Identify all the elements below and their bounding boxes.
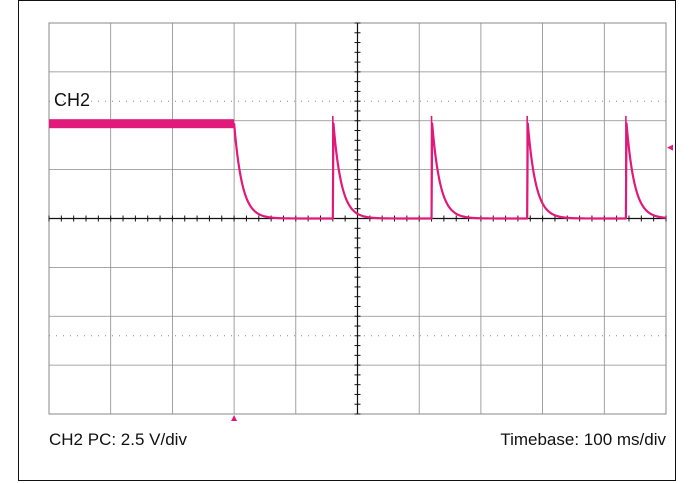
markers [231, 144, 673, 421]
trace-decay-path [233, 122, 667, 220]
trigger-time-marker [231, 415, 238, 421]
vertical-scale-label: CH2 PC: 2.5 V/div [49, 430, 187, 449]
trace-high-segment [49, 119, 235, 129]
ch2-trace [49, 115, 667, 220]
channel-label: CH2 [54, 90, 91, 110]
trigger-level-marker [667, 144, 673, 151]
scope-frame [18, 0, 676, 481]
timebase-label: Timebase: 100 ms/div [500, 430, 666, 449]
